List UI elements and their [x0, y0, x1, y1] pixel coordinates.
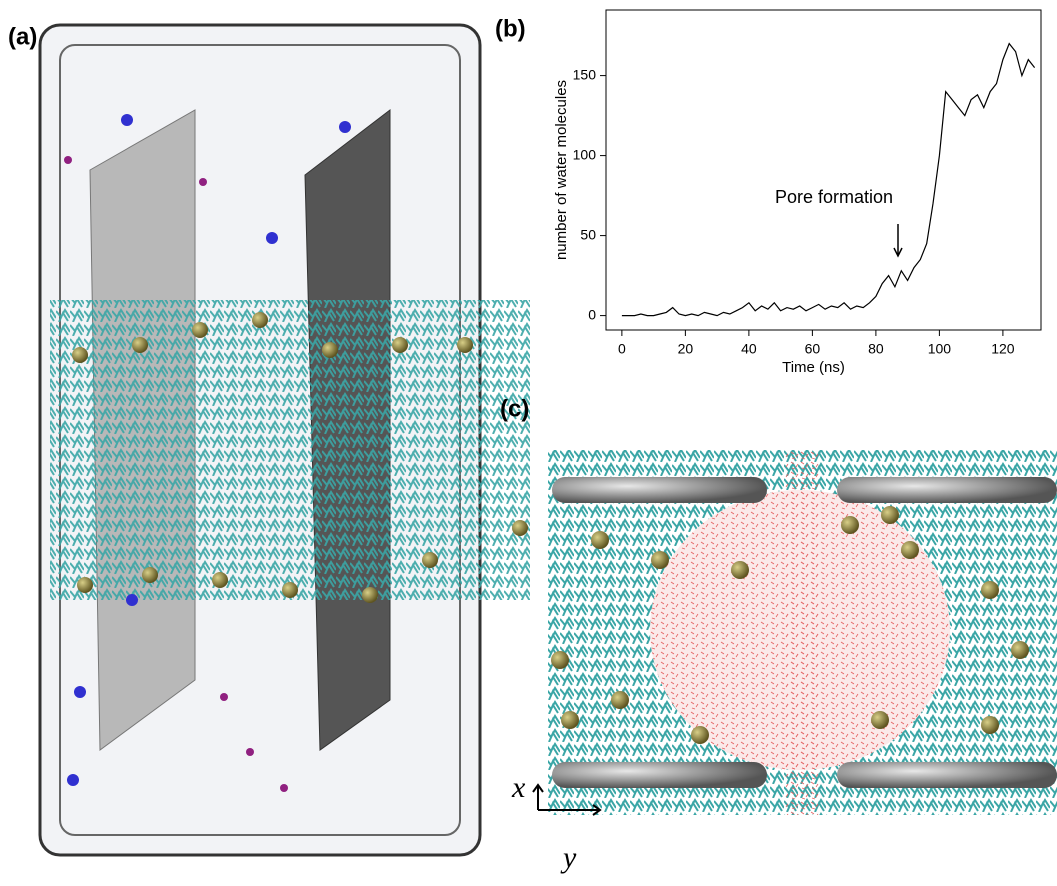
- data-line: [621, 42, 1036, 317]
- panel-label: (b): [495, 15, 526, 42]
- panel-a-image: [38, 23, 530, 857]
- panel-label: (c): [500, 395, 529, 422]
- y-tick-label: 0: [588, 306, 596, 322]
- y-tick-label: 150: [573, 66, 597, 82]
- x-tick-label: 100: [928, 341, 952, 357]
- axis-label: x: [511, 771, 526, 804]
- y-tick-label: 100: [573, 146, 597, 162]
- y-axis-label: number of water molecules: [553, 80, 570, 260]
- panel-label: (a): [8, 23, 37, 50]
- panel-c-axes: [532, 783, 602, 816]
- annotation: Pore formation: [775, 187, 893, 207]
- x-tick-label: 60: [805, 341, 821, 357]
- x-tick-label: 0: [618, 341, 626, 357]
- x-tick-label: 80: [868, 341, 884, 357]
- axis-label: y: [560, 841, 577, 874]
- plot-frame: [605, 9, 1042, 331]
- chart: 0 20 40 60 80 100 120 0 50 100 150 Time (ns) number …: [553, 9, 1042, 376]
- y-tick-label: 50: [580, 226, 596, 242]
- panel-c-image: [548, 450, 1057, 815]
- x-tick-label: 120: [991, 341, 1015, 357]
- x-tick-label: 40: [741, 341, 757, 357]
- x-axis-label: Time (ns): [782, 359, 845, 376]
- annotation-arrow: [893, 224, 903, 258]
- x-tick-label: 20: [678, 341, 694, 357]
